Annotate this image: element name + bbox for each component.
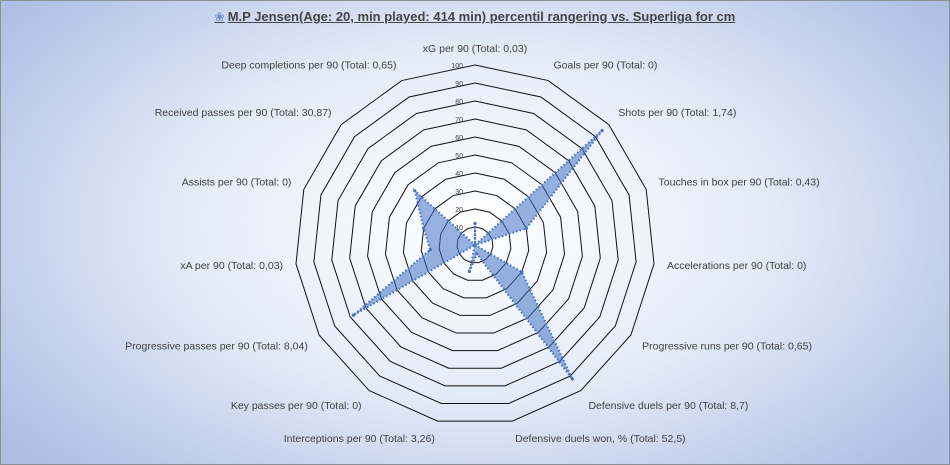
axis-label: xA per 90 (Total: 0,03)	[180, 260, 283, 272]
axis-label: Defensive duels per 90 (Total: 8,7)	[588, 400, 748, 412]
data-point	[351, 313, 356, 317]
grid-ring	[331, 100, 619, 387]
tick-label: 100	[451, 63, 463, 70]
axis-label: Interceptions per 90 (Total: 3,26)	[284, 433, 435, 445]
tick-label: 50	[455, 153, 463, 160]
data-point	[570, 377, 574, 381]
axis-label: Progressive passes per 90 (Total: 8,04)	[125, 341, 308, 353]
data-point	[473, 221, 477, 225]
axis-label: Accelerations per 90 (Total: 0)	[667, 260, 806, 272]
chart-title: ❀ M.P Jensen(Age: 20, min played: 414 min…	[1, 9, 949, 24]
tick-label: 10	[455, 225, 463, 232]
axis-label: xG per 90 (Total: 0,03)	[423, 43, 527, 55]
tick-label: 90	[455, 81, 463, 88]
axis-label: Defensive duels won, % (Total: 52,5)	[515, 433, 685, 445]
data-point	[600, 128, 604, 133]
data-point	[467, 269, 471, 274]
clover-icon: ❀	[214, 10, 225, 24]
axis-label: Received passes per 90 (Total: 30,87)	[155, 107, 332, 119]
axis-label: Shots per 90 (Total: 1,74)	[618, 107, 736, 119]
chart-title-text: M.P Jensen(Age: 20, min played: 414 min)…	[227, 9, 736, 24]
axis-label: Touches in box per 90 (Total: 0,43)	[659, 176, 820, 188]
grid-ring	[367, 136, 583, 352]
data-point	[475, 252, 479, 256]
data-point	[473, 243, 477, 247]
axis-label: Progressive runs per 90 (Total: 0,65)	[642, 341, 812, 353]
axis-label: Deep completions per 90 (Total: 0,65)	[221, 60, 396, 72]
tick-label: 60	[455, 135, 463, 142]
grid-ring	[384, 154, 566, 334]
axis-label: Goals per 90 (Total: 0)	[554, 60, 658, 72]
data-point	[524, 226, 528, 230]
tick-label: 80	[455, 99, 463, 106]
tick-label: 70	[455, 117, 463, 124]
data-point	[413, 189, 417, 193]
grid-ring	[313, 82, 637, 404]
data-point	[520, 270, 524, 274]
axis-label: Assists per 90 (Total: 0)	[182, 176, 292, 188]
grid-ring	[349, 118, 601, 369]
tick-label: 20	[455, 207, 463, 214]
axis-label: Key passes per 90 (Total: 0)	[231, 400, 362, 412]
grid-ring	[295, 64, 655, 422]
data-point	[422, 226, 426, 230]
tick-label: 40	[455, 171, 463, 178]
data-point	[428, 248, 432, 252]
tick-label: 30	[455, 189, 463, 196]
